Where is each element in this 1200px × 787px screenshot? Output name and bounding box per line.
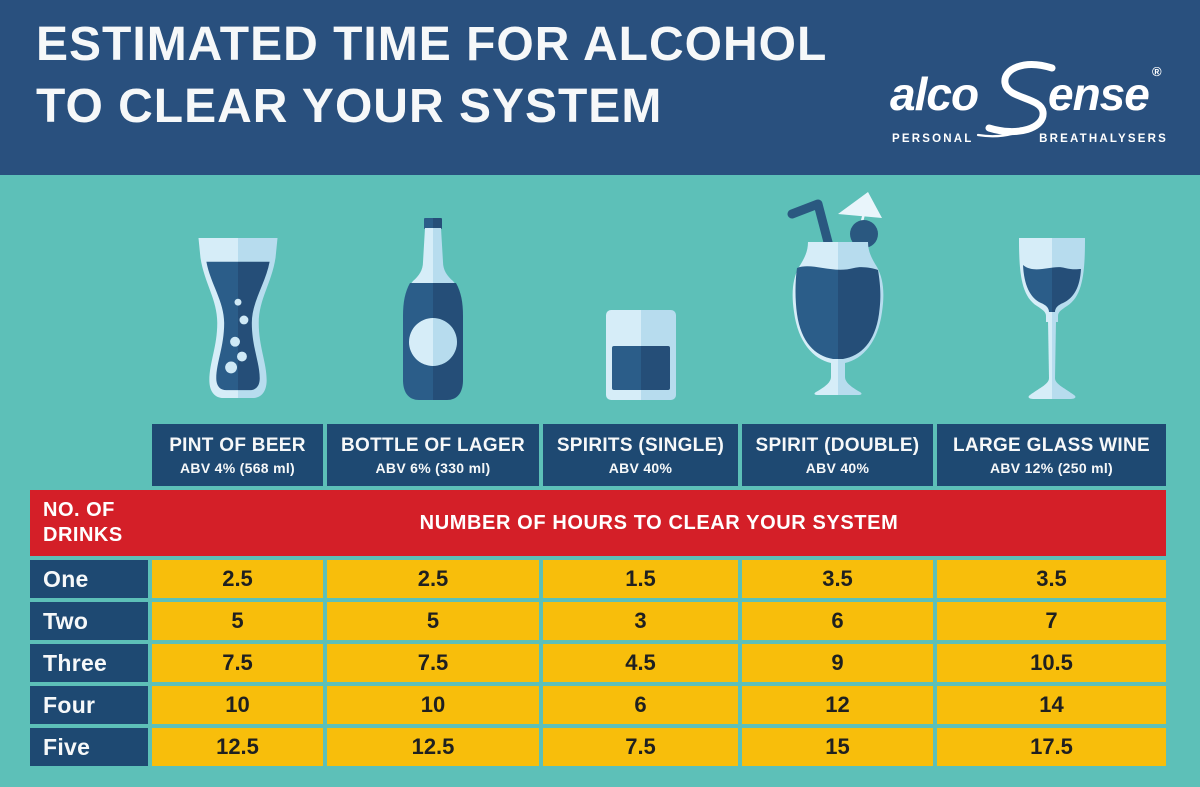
hours-cell-three-wine: 10.5 — [937, 644, 1166, 682]
straw-icon — [787, 199, 833, 251]
bottle-of-lager-icon — [403, 218, 463, 400]
logo-swoosh-underline — [976, 116, 1044, 138]
hours-cell-four-single: 6 — [543, 686, 738, 724]
drinks-axis-label: NO. OF DRINKS — [30, 498, 152, 548]
row-label-three: Three — [30, 644, 148, 682]
hours-cell-five-single: 7.5 — [543, 728, 738, 766]
column-header-bottle-of-lager: BOTTLE OF LAGER ABV 6% (330 ml) — [327, 424, 539, 486]
hours-cell-one-single: 1.5 — [543, 560, 738, 598]
spirit-double-cocktail-icon — [787, 192, 883, 395]
column-header-spirits-single: SPIRITS (SINGLE) ABV 40% — [543, 424, 738, 486]
hours-cell-two-wine: 7 — [937, 602, 1166, 640]
drinks-axis-line2: DRINKS — [43, 524, 123, 546]
logo-sub-right: BREATHALYSERS — [1039, 133, 1168, 145]
hours-cell-three-lager: 7.5 — [327, 644, 539, 682]
column-abv: ABV 4% (568 ml) — [180, 459, 295, 476]
column-title: PINT OF BEER — [169, 434, 306, 456]
hours-cell-four-beer: 10 — [152, 686, 323, 724]
hours-cell-two-lager: 5 — [327, 602, 539, 640]
column-header-spirit-double: SPIRIT (DOUBLE) ABV 40% — [742, 424, 933, 486]
row-label-two: Two — [30, 602, 148, 640]
column-title: BOTTLE OF LAGER — [341, 434, 525, 456]
drink-icons-row — [30, 175, 1166, 424]
cherry-icon — [849, 220, 878, 248]
header-banner: ESTIMATED TIME FOR ALCOHOL TO CLEAR YOUR… — [0, 0, 1200, 175]
hours-cell-two-beer: 5 — [152, 602, 323, 640]
column-header-large-glass-wine: LARGE GLASS WINE ABV 12% (250 ml) — [937, 424, 1166, 486]
hours-cell-five-wine: 17.5 — [937, 728, 1166, 766]
column-title: LARGE GLASS WINE — [953, 434, 1150, 456]
drinks-axis-line1: NO. OF — [43, 499, 115, 521]
hours-cell-five-lager: 12.5 — [327, 728, 539, 766]
logo-swoosh-s-icon — [985, 61, 1056, 135]
row-label-one: One — [30, 560, 148, 598]
hours-cell-four-wine: 14 — [937, 686, 1166, 724]
hours-banner-text: NUMBER OF HOURS TO CLEAR YOUR SYSTEM — [419, 511, 899, 534]
alcosense-logo: alco ense ® PERSONAL BREATHALYSERS — [890, 61, 1168, 145]
column-header-pint-of-beer: PINT OF BEER ABV 4% (568 ml) — [152, 424, 323, 486]
spirit-single-glass-icon — [605, 310, 676, 400]
hours-table: PINT OF BEER ABV 4% (568 ml) BOTTLE OF L… — [30, 424, 1166, 766]
hours-cell-five-double: 15 — [742, 728, 933, 766]
page-title-line1: ESTIMATED TIME FOR ALCOHOL — [36, 18, 828, 71]
column-abv: ABV 6% (330 ml) — [375, 459, 491, 476]
hours-cell-one-double: 3.5 — [742, 560, 933, 598]
column-title: SPIRIT (DOUBLE) — [755, 434, 920, 456]
hours-cell-two-single: 3 — [543, 602, 738, 640]
hours-cell-two-double: 6 — [742, 602, 933, 640]
hours-banner: NO. OF DRINKS NUMBER OF HOURS TO CLEAR Y… — [30, 490, 1166, 556]
header-spacer — [30, 424, 148, 486]
logo-word-start: alco — [890, 68, 978, 120]
hours-cell-four-lager: 10 — [327, 686, 539, 724]
hours-cell-five-beer: 12.5 — [152, 728, 323, 766]
logo-sub-left: PERSONAL — [892, 133, 974, 145]
hours-cell-four-double: 12 — [742, 686, 933, 724]
logo-word-end: ense — [1048, 68, 1149, 120]
hours-cell-three-beer: 7.5 — [152, 644, 323, 682]
large-glass-wine-icon — [1018, 238, 1085, 399]
icon-spacer — [30, 175, 148, 424]
hours-cell-three-double: 9 — [742, 644, 933, 682]
hours-cell-one-lager: 2.5 — [327, 560, 539, 598]
umbrella-icon — [837, 192, 882, 218]
column-title: SPIRITS (SINGLE) — [556, 434, 725, 456]
registered-trademark-icon: ® — [1152, 64, 1162, 79]
hours-cell-one-wine: 3.5 — [937, 560, 1166, 598]
column-abv: ABV 40% — [608, 459, 673, 476]
column-abv: ABV 40% — [805, 459, 870, 476]
pint-of-beer-icon — [197, 238, 278, 399]
page-title: ESTIMATED TIME FOR ALCOHOL TO CLEAR YOUR… — [36, 14, 827, 138]
column-abv: ABV 12% (250 ml) — [989, 459, 1114, 476]
hours-cell-one-beer: 2.5 — [152, 560, 323, 598]
hours-cell-three-single: 4.5 — [543, 644, 738, 682]
row-label-five: Five — [30, 728, 148, 766]
row-label-four: Four — [30, 686, 148, 724]
page-title-line2: TO CLEAR YOUR SYSTEM — [36, 80, 663, 133]
